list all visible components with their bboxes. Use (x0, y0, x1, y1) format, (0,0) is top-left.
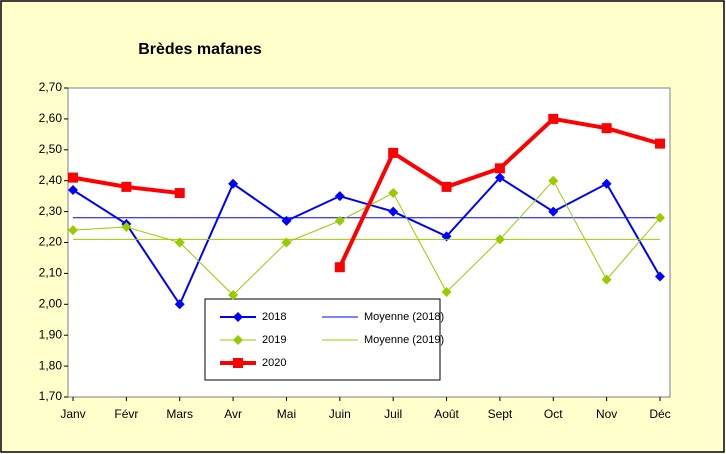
marker (233, 335, 243, 345)
marker (174, 299, 185, 310)
x-tick-label: Août (434, 407, 459, 421)
x-tick-label: Sept (488, 407, 513, 421)
marker (334, 191, 345, 202)
marker (334, 262, 345, 273)
y-tick-label: 2,70 (39, 80, 63, 94)
marker (601, 178, 612, 189)
marker (233, 358, 243, 368)
marker (281, 237, 292, 248)
marker (388, 206, 399, 217)
x-tick-label: Déc (649, 407, 670, 421)
legend-label: 2020 (262, 357, 286, 369)
marker (228, 290, 239, 301)
chart-title: Brèdes mafanes (138, 41, 262, 58)
x-tick-label: Oct (544, 407, 563, 421)
marker (655, 138, 665, 149)
y-tick-label: 2,40 (39, 173, 63, 187)
marker (494, 163, 505, 174)
marker (494, 172, 505, 183)
y-tick-label: 1,80 (39, 358, 63, 372)
marker (334, 215, 345, 226)
y-tick-label: 2,60 (39, 111, 63, 125)
marker (68, 172, 78, 183)
y-tick-label: 2,30 (39, 204, 63, 218)
x-tick-label: Juil (384, 407, 402, 421)
marker (655, 212, 665, 223)
marker (233, 312, 243, 322)
marker (548, 175, 559, 186)
marker (281, 215, 292, 226)
y-tick-label: 1,70 (39, 389, 63, 403)
marker (388, 188, 399, 199)
legend-label: 2019 (262, 334, 286, 346)
x-tick-label: Juin (329, 407, 351, 421)
x-tick-label: Mars (166, 407, 193, 421)
marker (441, 231, 452, 242)
x-tick-label: Janv (60, 407, 85, 421)
marker (655, 271, 665, 282)
y-tick-label: 2,00 (39, 296, 63, 310)
x-tick-label: Mai (277, 407, 296, 421)
y-tick-label: 2,20 (39, 235, 63, 249)
y-tick-label: 1,90 (39, 327, 63, 341)
marker (174, 188, 185, 199)
marker (121, 181, 132, 192)
marker (548, 113, 559, 124)
x-tick-label: Nov (596, 407, 617, 421)
legend-label: Moyenne (2019) (364, 334, 444, 346)
marker (121, 222, 132, 233)
marker (601, 123, 612, 134)
marker (228, 178, 239, 189)
legend-label: 2018 (262, 311, 286, 323)
legend-label: Moyenne (2018) (364, 311, 444, 323)
y-tick-label: 2,10 (39, 266, 63, 280)
marker (68, 225, 78, 236)
marker (174, 237, 185, 248)
x-tick-label: Avr (224, 407, 242, 421)
y-tick-label: 2,50 (39, 142, 63, 156)
marker (548, 206, 559, 217)
marker (441, 181, 452, 192)
series-line (72, 176, 661, 307)
marker (441, 286, 452, 297)
x-tick-label: Févr (114, 407, 138, 421)
marker (388, 147, 399, 158)
marker (68, 184, 78, 195)
marker (601, 274, 612, 285)
